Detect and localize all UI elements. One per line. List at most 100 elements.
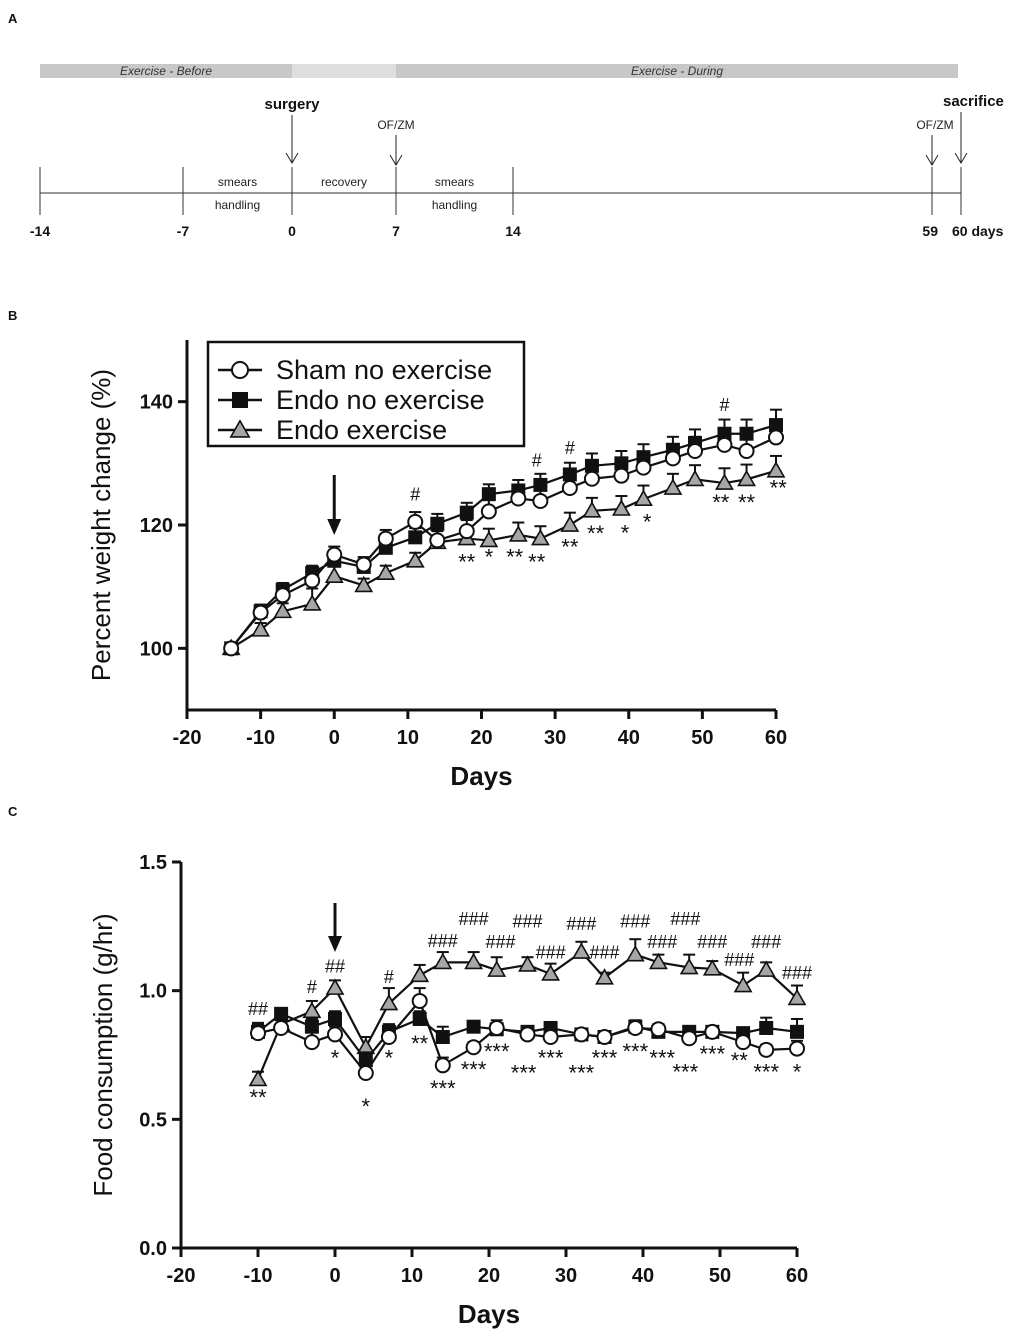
data-point-sham bbox=[532, 492, 549, 509]
significance-star: ** bbox=[712, 490, 730, 515]
data-point-endo-exercise bbox=[487, 960, 507, 977]
significance-star: ** bbox=[587, 521, 605, 546]
significance-hash: ### bbox=[566, 914, 596, 934]
data-point-endo-exercise bbox=[702, 959, 722, 976]
significance-star: *** bbox=[649, 1045, 675, 1070]
data-point-endo-exercise bbox=[376, 563, 396, 580]
significance-star: ** bbox=[458, 549, 476, 574]
panel-label-b: B bbox=[8, 308, 18, 323]
data-point-sham bbox=[304, 572, 321, 589]
timeline-tick-label: 7 bbox=[392, 223, 400, 239]
legend-marker bbox=[232, 392, 248, 408]
experiment-timeline: Exercise - Before Exercise - During -14 -7 0… bbox=[30, 64, 1004, 239]
data-point-sham bbox=[407, 513, 424, 530]
data-point-sham bbox=[664, 450, 681, 467]
event-arrow-head bbox=[925, 154, 939, 166]
data-point-endo-exercise bbox=[685, 469, 705, 487]
significance-star: *** bbox=[511, 1061, 537, 1086]
data-point-endo bbox=[790, 1024, 804, 1039]
significance-star: ** bbox=[506, 544, 524, 569]
x-axis-title: Days bbox=[450, 761, 512, 790]
y-axis-title: Food consumption (g/hr) bbox=[88, 913, 118, 1196]
significance-star: *** bbox=[699, 1041, 725, 1066]
significance-star: * bbox=[793, 1059, 802, 1084]
data-point-sham bbox=[573, 1026, 590, 1043]
data-point-endo bbox=[562, 467, 577, 482]
x-axis-title: Days bbox=[458, 1299, 520, 1329]
data-point-sham bbox=[458, 523, 475, 540]
significance-hash: ### bbox=[589, 943, 619, 963]
y-tick-label: 100 bbox=[140, 638, 173, 660]
significance-star: * bbox=[362, 1094, 371, 1119]
data-point-endo bbox=[739, 426, 754, 441]
data-point-sham bbox=[768, 429, 784, 446]
timeline-band bbox=[40, 64, 292, 78]
data-point-endo bbox=[408, 530, 423, 545]
x-tick-label: 60 bbox=[786, 1265, 808, 1287]
significance-star: *** bbox=[673, 1059, 699, 1084]
significance-hash: ### bbox=[724, 950, 754, 970]
x-tick-label: 40 bbox=[632, 1265, 654, 1287]
data-point-sham bbox=[223, 640, 240, 657]
data-point-sham bbox=[303, 1034, 320, 1051]
significance-hash: ### bbox=[697, 932, 727, 952]
legend-label: Sham no exercise bbox=[276, 355, 492, 385]
data-point-sham bbox=[377, 530, 394, 547]
significance-star: * bbox=[331, 1045, 340, 1070]
data-point-endo bbox=[412, 1011, 427, 1026]
data-point-sham bbox=[635, 459, 652, 476]
data-point-endo-exercise bbox=[787, 988, 807, 1006]
data-point-endo-exercise bbox=[405, 551, 425, 568]
data-point-sham bbox=[627, 1019, 644, 1036]
data-point-endo-exercise bbox=[273, 601, 293, 619]
data-point-endo-exercise bbox=[582, 501, 602, 518]
series-line bbox=[230, 436, 777, 650]
data-point-endo-exercise bbox=[410, 965, 430, 983]
significance-hash: # bbox=[384, 967, 394, 987]
significance-star: * bbox=[621, 520, 630, 545]
data-point-sham bbox=[488, 1019, 505, 1036]
timeline-band-label: Exercise - During bbox=[631, 64, 723, 78]
data-point-sham bbox=[687, 443, 704, 459]
data-point-sham bbox=[716, 436, 733, 453]
series-sham-no-exercise bbox=[223, 421, 784, 657]
significance-star: ** bbox=[731, 1048, 749, 1073]
significance-hash: ### bbox=[670, 909, 700, 929]
significance-star: ** bbox=[411, 1031, 429, 1056]
significance-hash: ### bbox=[512, 912, 542, 932]
series-line bbox=[230, 469, 777, 650]
x-tick-label: 30 bbox=[555, 1265, 577, 1287]
timeline-event-label: sacrifice bbox=[943, 93, 1004, 110]
data-point-endo-exercise bbox=[595, 968, 614, 985]
data-point-sham bbox=[681, 1030, 698, 1047]
data-point-sham bbox=[596, 1028, 613, 1045]
timeline-segment-label: handling bbox=[215, 198, 260, 212]
weight-change-chart: -20 -10 0 10 20 30 40 50 60 100 120 140 Days Percent … bbox=[86, 340, 787, 790]
data-point-endo bbox=[481, 487, 496, 502]
timeline-band bbox=[396, 64, 958, 78]
significance-hash: ### bbox=[751, 932, 781, 952]
data-point-sham bbox=[613, 467, 630, 484]
surgery-arrow-head bbox=[328, 936, 342, 952]
timeline-event-label: surgery bbox=[264, 96, 320, 113]
y-tick-label: 140 bbox=[140, 392, 173, 414]
timeline-event-label: OF/ZM bbox=[916, 118, 953, 132]
data-point-endo-exercise bbox=[324, 566, 344, 584]
data-point-sham bbox=[789, 1040, 805, 1057]
data-point-sham bbox=[326, 546, 343, 563]
data-point-endo bbox=[430, 516, 445, 531]
significance-hash: ## bbox=[248, 999, 268, 1019]
x-tick-label: 30 bbox=[544, 727, 566, 749]
data-point-sham bbox=[274, 587, 291, 604]
y-tick-label: 0.5 bbox=[139, 1109, 167, 1131]
data-point-sham bbox=[429, 532, 446, 549]
significance-star: ** bbox=[528, 549, 546, 574]
significance-hash: # bbox=[532, 450, 542, 470]
x-tick-label: 50 bbox=[691, 727, 713, 749]
data-point-endo bbox=[435, 1029, 450, 1044]
significance-star: ** bbox=[738, 490, 756, 515]
significance-hash: ### bbox=[459, 909, 489, 929]
significance-hash: # bbox=[410, 484, 420, 504]
data-point-sham bbox=[250, 1025, 266, 1042]
